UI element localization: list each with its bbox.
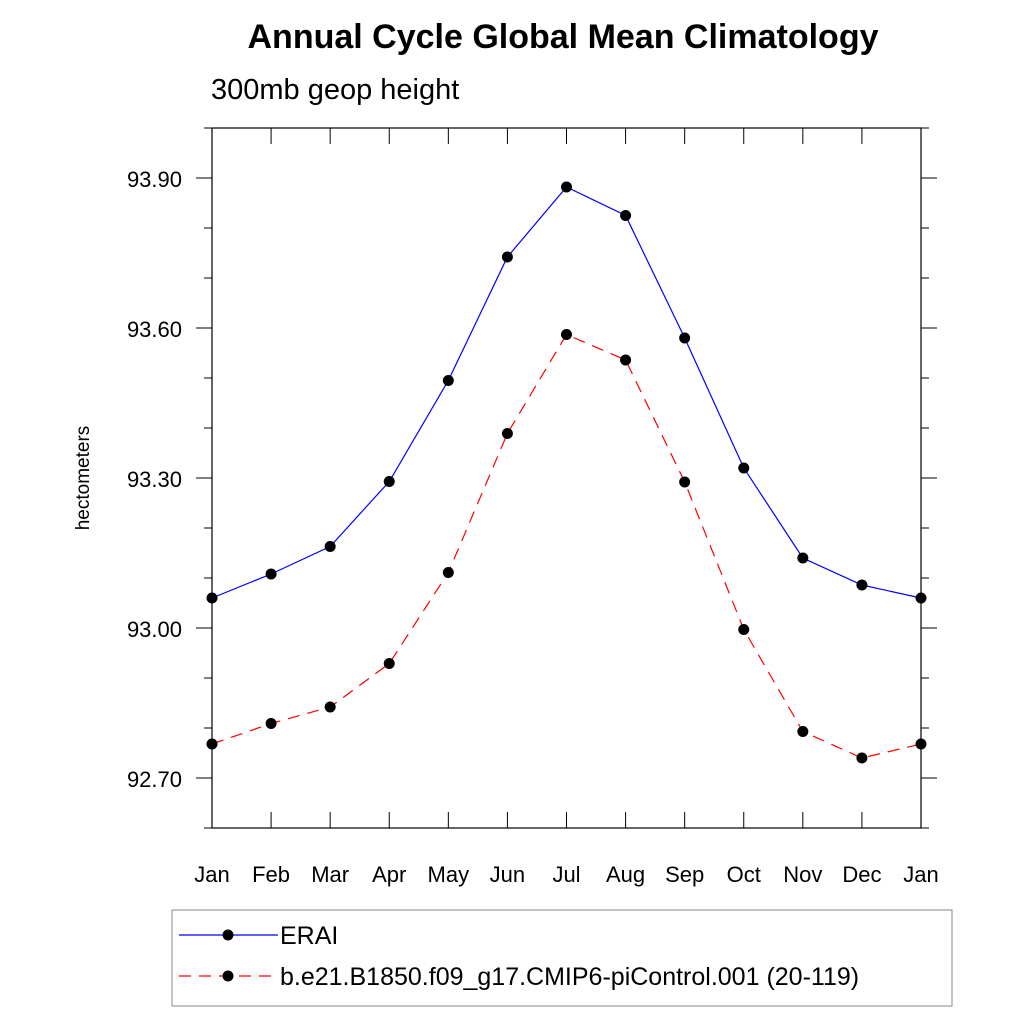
series-0-point [561,181,572,193]
series-0-point [324,541,336,552]
x-tick-label: May [428,862,470,887]
x-tick-label: Oct [727,862,761,887]
series-0-point [856,579,868,591]
y-tick-labels: 93.90 93.60 93.30 93.00 92.70 [127,167,182,792]
series-1-point [738,624,750,635]
series-1-point [206,738,218,750]
chart-title: Annual Cycle Global Mean Climatology [248,18,879,56]
series-0-point [383,476,395,487]
x-tick-labels: Jan Feb Mar Apr May Jun Jul Aug Sep Oct Nov Dec Jan [194,862,938,887]
series-0-point [501,251,513,263]
series-0-point [679,332,691,344]
series-1-point [620,354,632,366]
legend-marker-erai [222,929,234,941]
series-1-point [324,701,336,713]
chart-subtitle: 300mb geop height [211,74,459,106]
legend-marker-cmip6 [222,970,234,982]
series-0-point [620,210,632,221]
series-0-point [206,592,218,604]
data-series [206,181,927,764]
series-1-point [856,752,868,764]
series-1-point [501,428,513,439]
y-tick-label: 93.30 [127,467,182,492]
y-tick-label: 93.00 [127,617,182,642]
x-tick-label: Dec [842,862,881,887]
axis-ticks [196,127,937,829]
series-1-point [915,738,927,750]
legend-label-cmip6: b.e21.B1850.f09_g17.CMIP6-piControl.001 … [280,963,859,991]
legend: ERAI b.e21.B1850.f09_g17.CMIP6-piControl… [171,909,953,1007]
series-0-point [797,552,809,564]
series-1-point [797,726,809,737]
series-1-point [383,658,395,669]
x-tick-label: Nov [783,862,822,887]
series-0-point [738,462,750,474]
series-1-point [561,329,572,340]
x-tick-label: Apr [372,862,406,887]
legend-box [171,909,953,1007]
series-1-point [265,718,277,729]
y-tick-label: 93.60 [127,317,182,342]
series-0-point [265,568,277,580]
x-tick-label: Aug [606,862,645,887]
x-tick-label: Jul [552,862,580,887]
y-tick-label: 92.70 [127,767,182,792]
series-1-point [442,567,454,578]
x-tick-label: Mar [311,862,349,887]
x-tick-label: Sep [665,862,704,887]
series-line-1 [211,333,922,759]
legend-label-erai: ERAI [280,922,338,950]
y-axis-label: hectometers [73,426,94,531]
y-tick-label: 93.90 [127,167,182,192]
series-0-point [915,592,927,604]
x-tick-label: Jan [194,862,229,887]
x-tick-label: Feb [252,862,290,887]
plot-frame [211,127,922,829]
series-1-point [679,476,691,488]
series-0-point [442,375,454,386]
x-tick-label: Jan [903,862,938,887]
x-tick-label: Jun [490,862,525,887]
series-line-0 [211,186,922,599]
